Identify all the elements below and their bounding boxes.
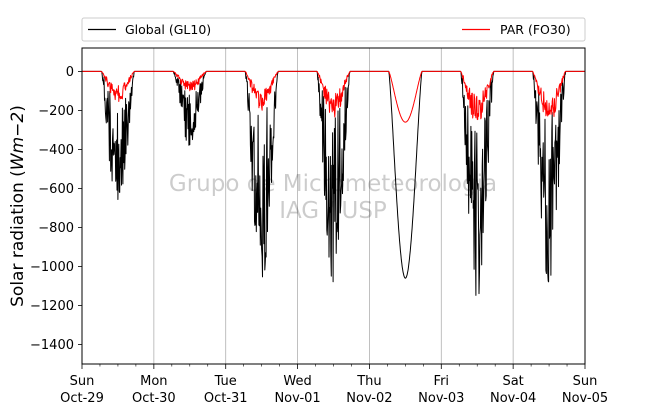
legend: Global (GL10) PAR (FO30): [81, 17, 586, 42]
x-tick-label-date: Oct-31: [204, 391, 248, 406]
y-tick-label: 0: [66, 65, 74, 80]
legend-label-global: Global (GL10): [125, 22, 211, 37]
x-tick-label-date: Nov-01: [274, 391, 320, 406]
axes: 0 −200 −400 −600 −800 −1000 −1200 −1400 Sun Oct-2…: [30, 65, 608, 406]
y-tick-label: −1200: [30, 299, 74, 314]
y-axis-label: Solar radiation (Wm−2): [8, 105, 28, 307]
watermark-line-2: IAG / USP: [279, 198, 387, 224]
x-tick-label-day: Fri: [434, 374, 450, 389]
x-tick-label-date: Nov-05: [562, 391, 608, 406]
y-tick-label: −1000: [30, 260, 74, 275]
x-tick-label-date: Nov-04: [490, 391, 536, 406]
y-tick-label: −800: [38, 221, 74, 236]
watermark-line-1: Grupo de Micrometeorologia: [169, 171, 497, 197]
y-tick-label: −400: [38, 143, 74, 158]
grid-lines: [153, 48, 514, 364]
legend-frame: [81, 17, 586, 42]
x-tick-label-day: Sun: [70, 374, 95, 389]
y-tick-label: −1400: [30, 338, 74, 353]
x-tick-label-day: Sun: [573, 374, 598, 389]
x-tick-label-date: Nov-03: [418, 391, 464, 406]
x-tick-label-day: Wed: [283, 374, 311, 389]
x-tick-label-day: Thu: [356, 374, 381, 389]
y-tick-label: −600: [38, 182, 74, 197]
legend-label-par: PAR (FO30): [500, 22, 571, 37]
x-tick-label-day: Sat: [502, 374, 523, 389]
x-tick-label-date: Oct-30: [132, 391, 176, 406]
watermark: Grupo de Micrometeorologia IAG / USP: [169, 171, 497, 224]
x-tick-label-day: Tue: [214, 374, 237, 389]
y-tick-label: −200: [38, 104, 74, 119]
x-tick-label-date: Oct-29: [60, 391, 104, 406]
y-axis-label-main: Solar radiation (: [8, 170, 28, 307]
y-axis-label-unit: Wm−2: [8, 112, 28, 170]
y-axis-label-close: ): [8, 105, 28, 112]
series-line-par: [81, 70, 586, 123]
series-layer: [81, 70, 586, 296]
x-tick-label-date: Nov-02: [346, 391, 392, 406]
x-tick-label-day: Mon: [140, 374, 167, 389]
